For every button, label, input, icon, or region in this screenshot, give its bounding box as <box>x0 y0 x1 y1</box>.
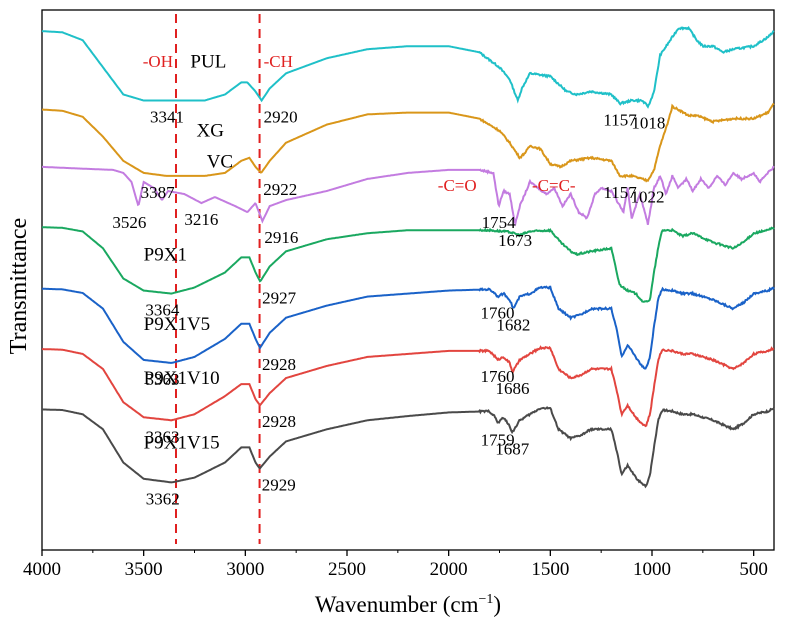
series-line-pul <box>41 25 775 109</box>
peak-label-p9x1-15: 3364 <box>145 301 180 320</box>
series-name-xg: XG <box>197 121 225 142</box>
peak-label-vc-10: 2916 <box>264 228 298 247</box>
x-axis-label: Wavenumber (cm−1) <box>315 592 501 617</box>
x-tick-label-3500: 3500 <box>125 559 163 580</box>
x-tick-label-4000: 4000 <box>23 559 61 580</box>
series-line-vc <box>42 165 775 227</box>
peak-label-p9x1v5-19: 1760 <box>480 304 514 323</box>
peak-label-p9x1v10-24: 1686 <box>496 379 530 398</box>
peak-label-vc-14: -C=C- <box>532 176 576 195</box>
peak-label-p9x1v15-26: 2929 <box>262 476 296 495</box>
x-tick-label-1500: 1500 <box>531 559 569 580</box>
peak-label-p9x1v5-18: 2928 <box>262 355 296 374</box>
x-tick-label-500: 500 <box>739 559 768 580</box>
series-line-xg <box>42 102 775 183</box>
ref-label-ch: -CH <box>264 52 293 71</box>
x-axis-label-base: Wavenumber (cm <box>315 592 479 617</box>
peak-label-xg-6: 1157 <box>603 183 637 202</box>
series-name-p9x1v5: P9X1V5 <box>144 314 211 335</box>
peak-label-p9x1v10-22: 2928 <box>262 412 296 431</box>
series-group <box>41 25 775 489</box>
peak-label-xg-5: 2922 <box>263 180 297 199</box>
peak-label-p9x1v15-28: 1687 <box>495 439 530 458</box>
x-tick-label-2000: 2000 <box>430 559 468 580</box>
reference-lines: -OH -CH <box>143 14 293 544</box>
x-tick-label-3000: 3000 <box>226 559 264 580</box>
peak-label-vc-13: -C=O <box>438 176 477 195</box>
x-tick-label-1000: 1000 <box>633 559 671 580</box>
x-axis-label-close: ) <box>493 592 501 617</box>
x-tick-label-2500: 2500 <box>328 559 366 580</box>
peak-label-pul-3: 1018 <box>631 114 665 133</box>
series-line-p9x1v15 <box>42 406 775 489</box>
peak-label-p9x1v10-21: 3363 <box>146 427 180 446</box>
peak-label-pul-0: 3341 <box>150 108 184 127</box>
series-line-p9x1v10 <box>42 345 775 428</box>
series-line-p9x1 <box>42 226 775 303</box>
peak-label-p9x1-16: 2927 <box>262 289 297 308</box>
peak-label-p9x1v5-20: 1682 <box>496 316 530 335</box>
series-line-p9x1v5 <box>41 285 775 370</box>
peak-label-vc-9: 3216 <box>184 210 218 229</box>
peak-label-pul-2: 1157 <box>603 111 637 130</box>
y-axis-label: Transmittance <box>6 218 32 354</box>
peak-label-xg-4: 3387 <box>141 183 176 202</box>
peak-label-p9x1v5-17: 3363 <box>146 370 180 389</box>
peak-label-p9x1v10-23: 1760 <box>480 367 514 386</box>
series-name-p9x1: P9X1 <box>144 244 187 265</box>
series-name-pul: PUL <box>190 51 226 72</box>
peak-label-p9x1v15-25: 3362 <box>146 489 180 508</box>
plot-frame <box>41 9 775 551</box>
peak-label-pul-1: 2920 <box>264 108 298 127</box>
peak-label-vc-12: 1673 <box>498 231 532 250</box>
peak-label-p9x1v15-27: 1759 <box>481 430 515 449</box>
series-name-p9x1v15: P9X1V15 <box>144 433 220 454</box>
peak-label-vc-11: 1754 <box>482 213 517 232</box>
ref-label-oh: -OH <box>143 52 173 71</box>
series-name-vc: VC <box>207 152 233 173</box>
x-axis-ticks: 4000 3500 3000 2500 2000 1500 1000 500 <box>23 550 768 580</box>
x-axis-label-sup: −1 <box>478 592 493 607</box>
peak-label-vc-8: 3526 <box>112 213 146 232</box>
peak-label-xg-7: 1022 <box>631 188 665 207</box>
series-names: PUL XG VC P9X1 P9X1V5 P9X1V10 P9X1V15 <box>144 51 233 453</box>
series-name-p9x1v10: P9X1V10 <box>144 368 220 389</box>
